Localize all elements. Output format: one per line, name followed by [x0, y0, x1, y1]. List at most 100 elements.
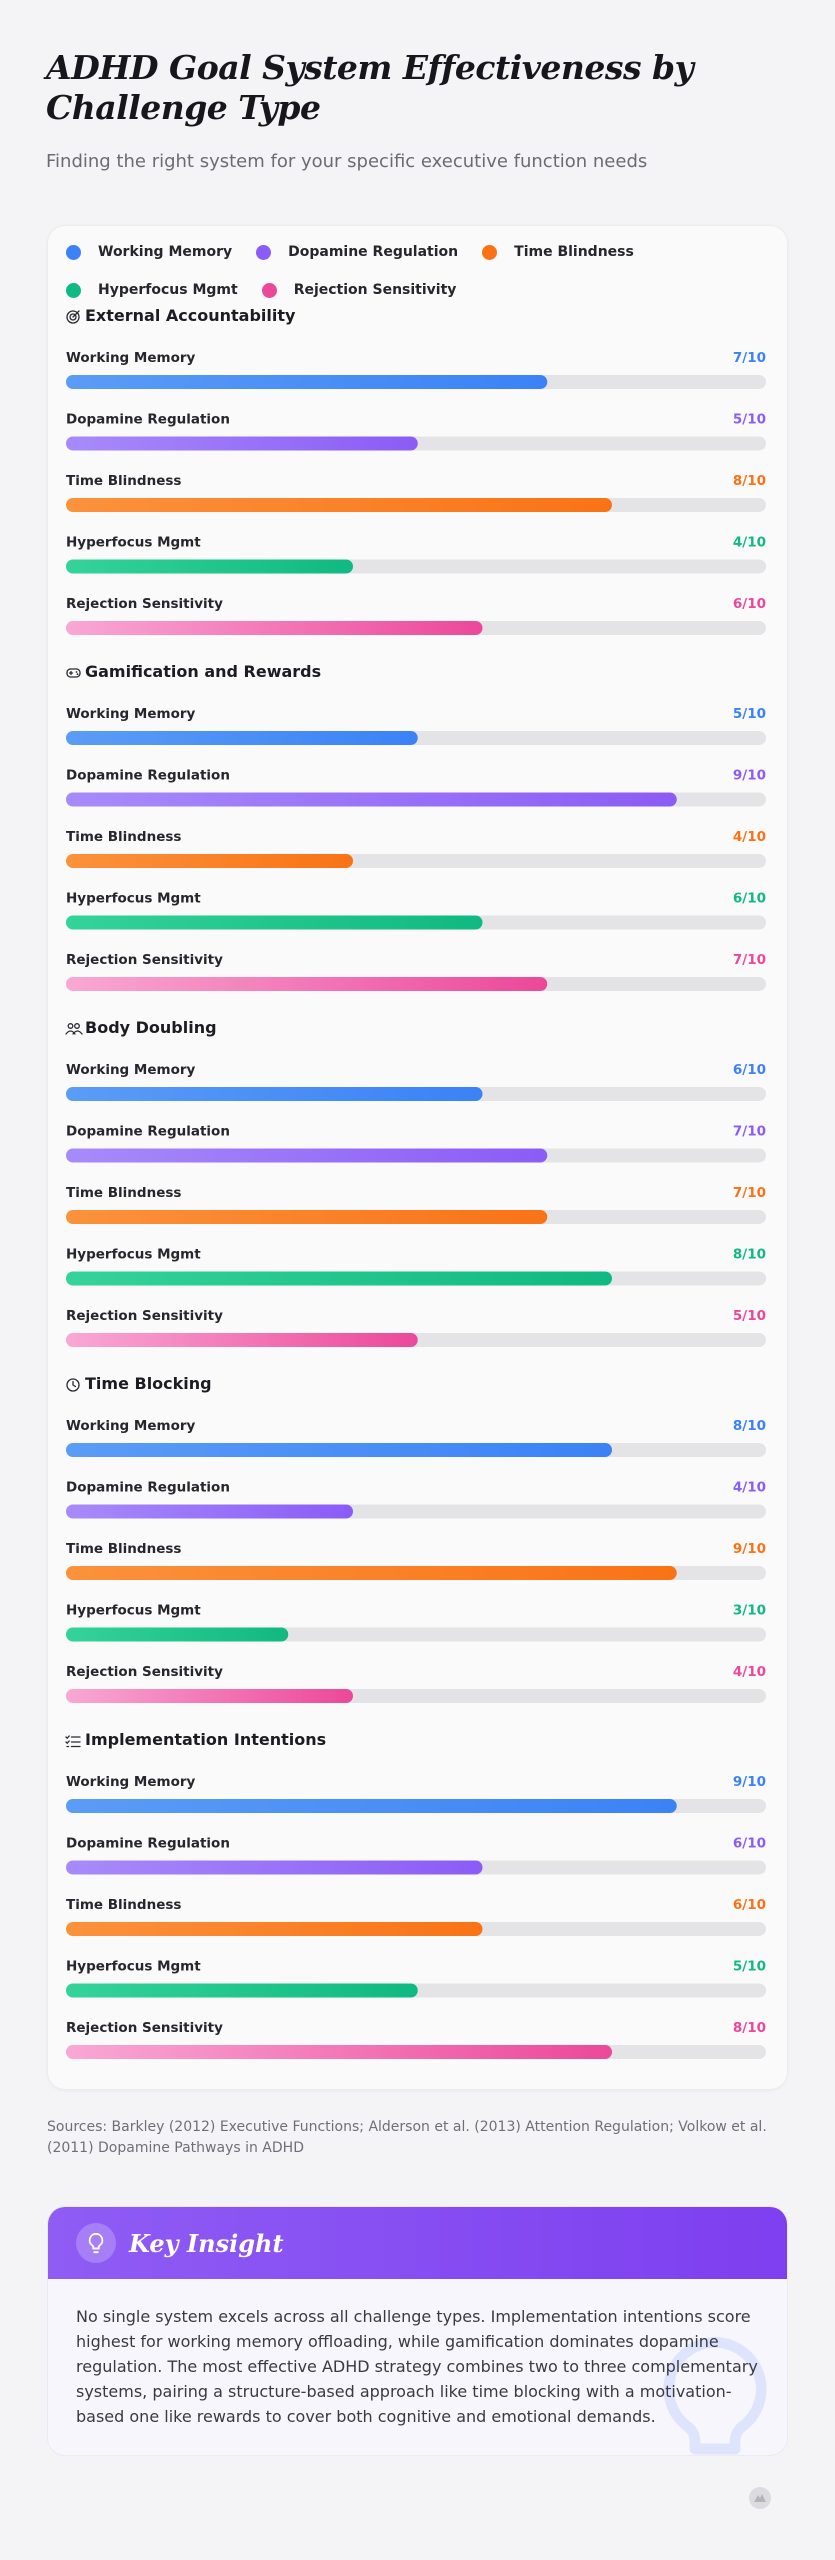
bar-value-label: 7/10	[733, 952, 766, 968]
bar-label: Working Memory	[66, 1774, 196, 1790]
bar-hyperfocus-mgmt	[66, 915, 483, 930]
bar-value-label: 4/10	[733, 829, 766, 845]
bar-value-label: 8/10	[733, 2020, 766, 2036]
bar-value-label: 4/10	[733, 1480, 766, 1496]
legend-label: Time Blindness	[514, 244, 634, 260]
chart-legend: Working Memory Dopamine Regulation Time Bl…	[66, 238, 766, 304]
bar-value-label: 6/10	[733, 1836, 766, 1852]
bar-label: Rejection Sensitivity	[66, 596, 223, 612]
bar-label: Time Blindness	[66, 1541, 181, 1557]
bar-value-label: 6/10	[733, 596, 766, 612]
bar-label: Dopamine Regulation	[66, 1124, 230, 1140]
bar-time-blindness	[66, 498, 612, 512]
legend-label: Hyperfocus Mgmt	[98, 282, 238, 298]
people-icon	[65, 1023, 83, 1035]
legend-dot	[261, 282, 277, 298]
page-title: ADHD Goal System Effectiveness by Challe…	[46, 48, 694, 127]
bar-value-label: 5/10	[733, 1308, 766, 1324]
group-external-accountability: External Accountability Working Memory 7/1…	[66, 306, 766, 635]
bar-value-label: 4/10	[733, 1664, 766, 1680]
bar-value-label: 9/10	[733, 1774, 766, 1790]
bar-label: Time Blindness	[66, 1897, 181, 1913]
bar-label: Working Memory	[66, 1418, 196, 1434]
bar-time-blindness	[66, 1922, 483, 1936]
group-title: External Accountability	[85, 306, 296, 325]
bar-value-label: 5/10	[733, 1959, 766, 1975]
group-body-doubling: Body Doubling Working Memory 6/10 Dopamine …	[65, 1018, 766, 1347]
bar-hyperfocus-mgmt	[66, 1627, 289, 1642]
bar-rejection-sensitivity	[66, 621, 483, 635]
bar-time-blindness	[66, 1210, 548, 1224]
bar-value-label: 3/10	[733, 1603, 766, 1619]
legend-item-working-memory: Working Memory	[66, 238, 232, 266]
bar-working-memory	[66, 375, 548, 389]
legend-label: Rejection Sensitivity	[293, 282, 457, 298]
legend-dot	[66, 244, 81, 260]
bar-rejection-sensitivity	[66, 1333, 418, 1347]
effectiveness-chart: External Accountability Working Memory 7/1…	[65, 306, 766, 2059]
bar-label: Rejection Sensitivity	[66, 1308, 223, 1324]
bar-label: Working Memory	[66, 1062, 196, 1078]
bar-time-blindness	[66, 1566, 677, 1580]
bar-label: Time Blindness	[66, 473, 181, 489]
clock-icon	[66, 1378, 80, 1392]
bar-label: Working Memory	[66, 706, 196, 722]
bar-label: Working Memory	[66, 350, 196, 366]
legend-label: Working Memory	[98, 244, 233, 260]
bar-working-memory	[66, 1443, 612, 1457]
bar-label: Dopamine Regulation	[66, 768, 230, 784]
bar-label: Rejection Sensitivity	[66, 1664, 223, 1680]
checklist-icon	[65, 1735, 81, 1748]
bar-rejection-sensitivity	[66, 977, 548, 991]
bar-hyperfocus-mgmt	[66, 1271, 612, 1286]
group-title: Body Doubling	[85, 1018, 217, 1037]
bar-hyperfocus-mgmt	[66, 559, 353, 574]
bar-label: Hyperfocus Mgmt	[66, 535, 201, 551]
bar-label: Hyperfocus Mgmt	[66, 891, 201, 907]
chart-card: Working Memory Dopamine Regulation Time Bl…	[47, 225, 788, 2090]
bar-label: Dopamine Regulation	[66, 412, 230, 428]
lightbulb-icon	[76, 2223, 116, 2263]
bar-value-label: 6/10	[733, 1897, 766, 1913]
bar-rejection-sensitivity	[66, 1689, 353, 1703]
key-insight-header: Key Insight	[48, 2207, 787, 2279]
bar-value-label: 5/10	[733, 706, 766, 722]
page-subtitle: Finding the right system for your specif…	[46, 151, 648, 172]
key-insight-card: Key Insight No single system excels acro…	[47, 2206, 788, 2456]
bar-dopamine-regulation	[66, 1148, 548, 1163]
group-title: Implementation Intentions	[85, 1730, 326, 1749]
bar-working-memory	[66, 731, 418, 745]
bar-label: Hyperfocus Mgmt	[66, 1603, 201, 1619]
group-implementation-intentions: Implementation Intentions Working Memory 9…	[65, 1730, 766, 2059]
bar-value-label: 7/10	[733, 350, 766, 366]
bar-value-label: 7/10	[733, 1124, 766, 1140]
bar-working-memory	[66, 1087, 483, 1101]
bar-dopamine-regulation	[66, 792, 677, 807]
key-insight-body: No single system excels across all chall…	[48, 2279, 787, 2455]
group-time-blocking: Time Blocking Working Memory 8/10 Dopamine …	[66, 1374, 766, 1703]
legend-item-hyperfocus-mgmt: Hyperfocus Mgmt	[66, 276, 238, 304]
key-insight-text: No single system excels across all chall…	[76, 2307, 758, 2426]
bar-value-label: 6/10	[733, 1062, 766, 1078]
bar-label: Rejection Sensitivity	[66, 2020, 223, 2036]
bar-value-label: 5/10	[733, 412, 766, 428]
bar-label: Time Blindness	[66, 1185, 181, 1201]
bar-value-label: 9/10	[733, 1541, 766, 1557]
sources-note: Sources: Barkley (2012) Executive Functi…	[47, 2119, 767, 2156]
legend-dot	[256, 244, 272, 260]
legend-dot	[66, 282, 81, 298]
bar-dopamine-regulation	[66, 1860, 483, 1875]
bar-value-label: 8/10	[733, 473, 766, 489]
bar-value-label: 4/10	[733, 535, 766, 551]
bar-time-blindness	[66, 854, 353, 868]
bar-value-label: 7/10	[733, 1185, 766, 1201]
legend-dot	[482, 244, 498, 260]
bar-hyperfocus-mgmt	[66, 1983, 418, 1998]
lightbulb-watermark-icon	[663, 2337, 767, 2455]
legend-item-rejection-sensitivity: Rejection Sensitivity	[261, 276, 457, 304]
group-gamification-and-rewards: Gamification and Rewards Working Memory 5/…	[66, 662, 766, 991]
bar-label: Hyperfocus Mgmt	[66, 1959, 201, 1975]
target-icon	[66, 310, 80, 324]
bar-dopamine-regulation	[66, 1504, 353, 1519]
